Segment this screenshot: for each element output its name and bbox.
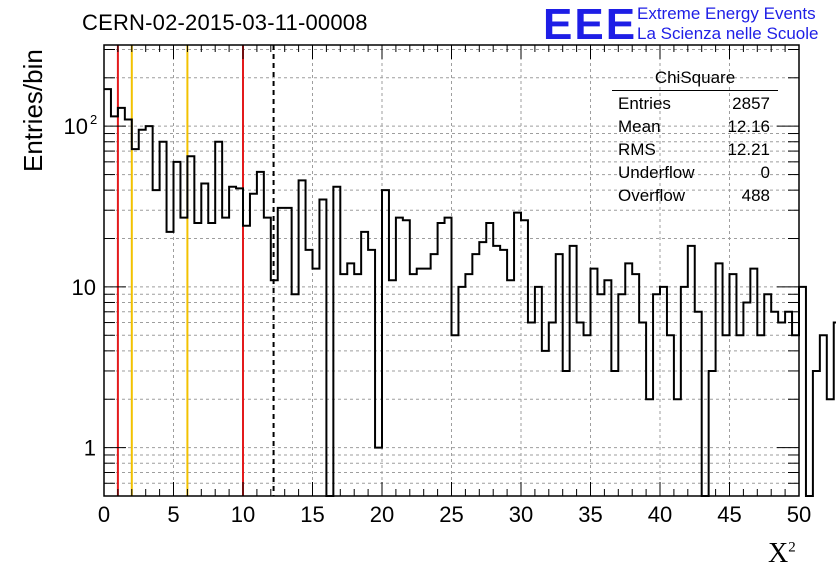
stats-box: ChiSquare Entries 2857 Mean 12.16 RMS 12.21… xyxy=(612,68,778,207)
stats-row-entries: Entries 2857 xyxy=(618,94,770,113)
stats-row-underflow: Underflow 0 xyxy=(618,163,770,182)
x-tick-label: 50 xyxy=(787,502,811,527)
stats-title: ChiSquare xyxy=(612,68,778,91)
y-tick-label-exponent: 2 xyxy=(90,112,97,127)
x-tick-label: 0 xyxy=(98,502,110,527)
x-tick-label: 25 xyxy=(439,502,463,527)
reference-lines xyxy=(116,45,275,496)
x-axis-label: X2 xyxy=(768,538,796,569)
x-axis: 0 5 10 15 20 25 30 35 40 45 50 xyxy=(98,45,811,527)
x-tick-label: 45 xyxy=(717,502,741,527)
stats-row-mean: Mean 12.16 xyxy=(618,117,770,136)
grid-lines xyxy=(104,45,799,496)
x-tick-label: 40 xyxy=(648,502,672,527)
y-axis-label: Entries/bin xyxy=(18,49,48,172)
x-tick-label: 20 xyxy=(370,502,394,527)
x-tick-label: 35 xyxy=(578,502,602,527)
logo-line-2: La Scienza nelle Scuole xyxy=(637,24,819,43)
stats-row-overflow: Overflow 488 xyxy=(618,186,770,205)
x-tick-label: 30 xyxy=(509,502,533,527)
y-tick-label: 10 xyxy=(64,114,88,139)
y-tick-label: 1 xyxy=(84,436,96,461)
eee-logo: EEE xyxy=(543,0,638,49)
y-tick-label: 10 xyxy=(72,275,96,300)
histogram-steps xyxy=(104,88,836,497)
x-tick-label: 15 xyxy=(300,502,324,527)
run-title: CERN-02-2015-03-11-00008 xyxy=(82,10,368,35)
x-tick-label: 10 xyxy=(231,502,255,527)
logo-line-1: Extreme Energy Events xyxy=(637,4,816,23)
stats-row-rms: RMS 12.21 xyxy=(618,140,770,159)
x-tick-label: 5 xyxy=(167,502,179,527)
